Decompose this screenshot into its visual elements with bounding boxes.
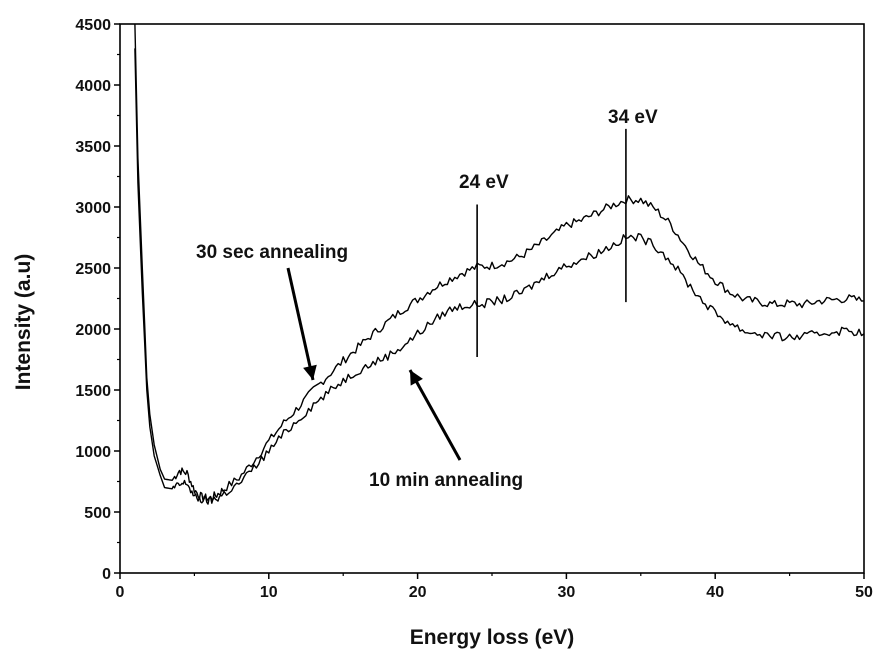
y-tick-label: 1000 — [75, 444, 111, 461]
series-line-30-sec — [134, 23, 865, 502]
y-tick-label: 3500 — [75, 139, 111, 156]
y-tick-label: 2000 — [75, 322, 111, 339]
x-tick-label: 30 — [558, 584, 576, 601]
annotation-24-ev: 24 eV — [459, 172, 509, 193]
arrow-30-sec-shaft — [286, 267, 315, 381]
axis-ticks: 0 10 20 30 40 5005001000150020002500300035004… — [75, 17, 873, 601]
x-tick-label: 40 — [706, 584, 724, 601]
y-tick-label: 1500 — [75, 383, 111, 400]
annotation-10-min-annealing: 10 min annealing — [369, 470, 523, 491]
x-tick-label: 50 — [855, 584, 873, 601]
x-tick-label: 20 — [409, 584, 427, 601]
series-layer — [134, 23, 865, 505]
y-tick-label: 4500 — [75, 17, 111, 34]
x-tick-label: 0 — [116, 584, 125, 601]
annotation-30-sec-annealing: 30 sec annealing — [196, 242, 348, 263]
annotation-layer — [286, 128, 627, 461]
arrow-10-min-shaft — [408, 369, 462, 461]
arrow-10-min-head — [410, 370, 423, 386]
x-axis-title: Energy loss (eV) — [410, 626, 575, 649]
y-tick-label: 2500 — [75, 261, 111, 278]
y-tick-label: 3000 — [75, 200, 111, 217]
y-tick-label: 4000 — [75, 78, 111, 95]
annotation-34-ev: 34 eV — [608, 107, 658, 128]
y-tick-label: 0 — [102, 566, 111, 583]
arrow-30-sec-head — [303, 364, 317, 380]
x-tick-label: 10 — [260, 584, 278, 601]
series-line-10-min — [134, 48, 865, 505]
y-tick-label: 500 — [84, 505, 111, 522]
y-axis-title: Intensity (a.u) — [12, 254, 35, 391]
